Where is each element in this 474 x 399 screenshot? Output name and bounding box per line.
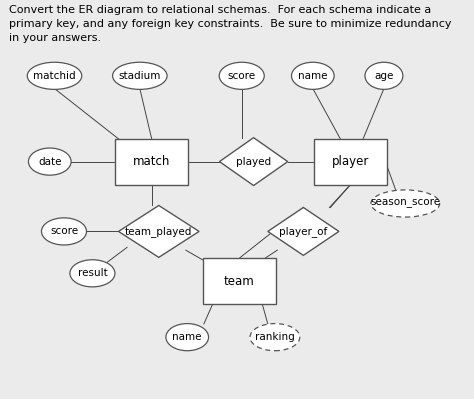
Polygon shape [219, 138, 288, 186]
Text: age: age [374, 71, 393, 81]
Text: ranking: ranking [255, 332, 295, 342]
FancyBboxPatch shape [115, 139, 188, 185]
Text: season_score: season_score [370, 198, 440, 209]
Ellipse shape [42, 218, 86, 245]
Text: matchid: matchid [33, 71, 76, 81]
Text: date: date [38, 156, 62, 167]
Ellipse shape [371, 190, 439, 217]
Text: name: name [173, 332, 202, 342]
FancyBboxPatch shape [314, 139, 387, 185]
Text: team: team [224, 275, 255, 288]
Text: match: match [133, 155, 170, 168]
Text: Convert the ER diagram to relational schemas.  For each schema indicate a
primar: Convert the ER diagram to relational sch… [9, 5, 451, 43]
Ellipse shape [27, 62, 82, 89]
Polygon shape [118, 205, 199, 257]
Text: name: name [298, 71, 328, 81]
Text: score: score [50, 226, 78, 237]
Text: team_played: team_played [125, 226, 192, 237]
Ellipse shape [28, 148, 71, 175]
Text: score: score [228, 71, 256, 81]
Ellipse shape [112, 62, 167, 89]
Ellipse shape [292, 62, 334, 89]
Ellipse shape [70, 260, 115, 287]
Text: played: played [236, 156, 271, 167]
Ellipse shape [219, 62, 264, 89]
Polygon shape [268, 207, 339, 255]
Text: stadium: stadium [118, 71, 161, 81]
Text: result: result [78, 268, 107, 279]
Text: player: player [332, 155, 369, 168]
Ellipse shape [250, 324, 300, 351]
Ellipse shape [166, 324, 209, 351]
FancyBboxPatch shape [202, 259, 276, 304]
Ellipse shape [365, 62, 403, 89]
Text: player_of: player_of [279, 226, 328, 237]
